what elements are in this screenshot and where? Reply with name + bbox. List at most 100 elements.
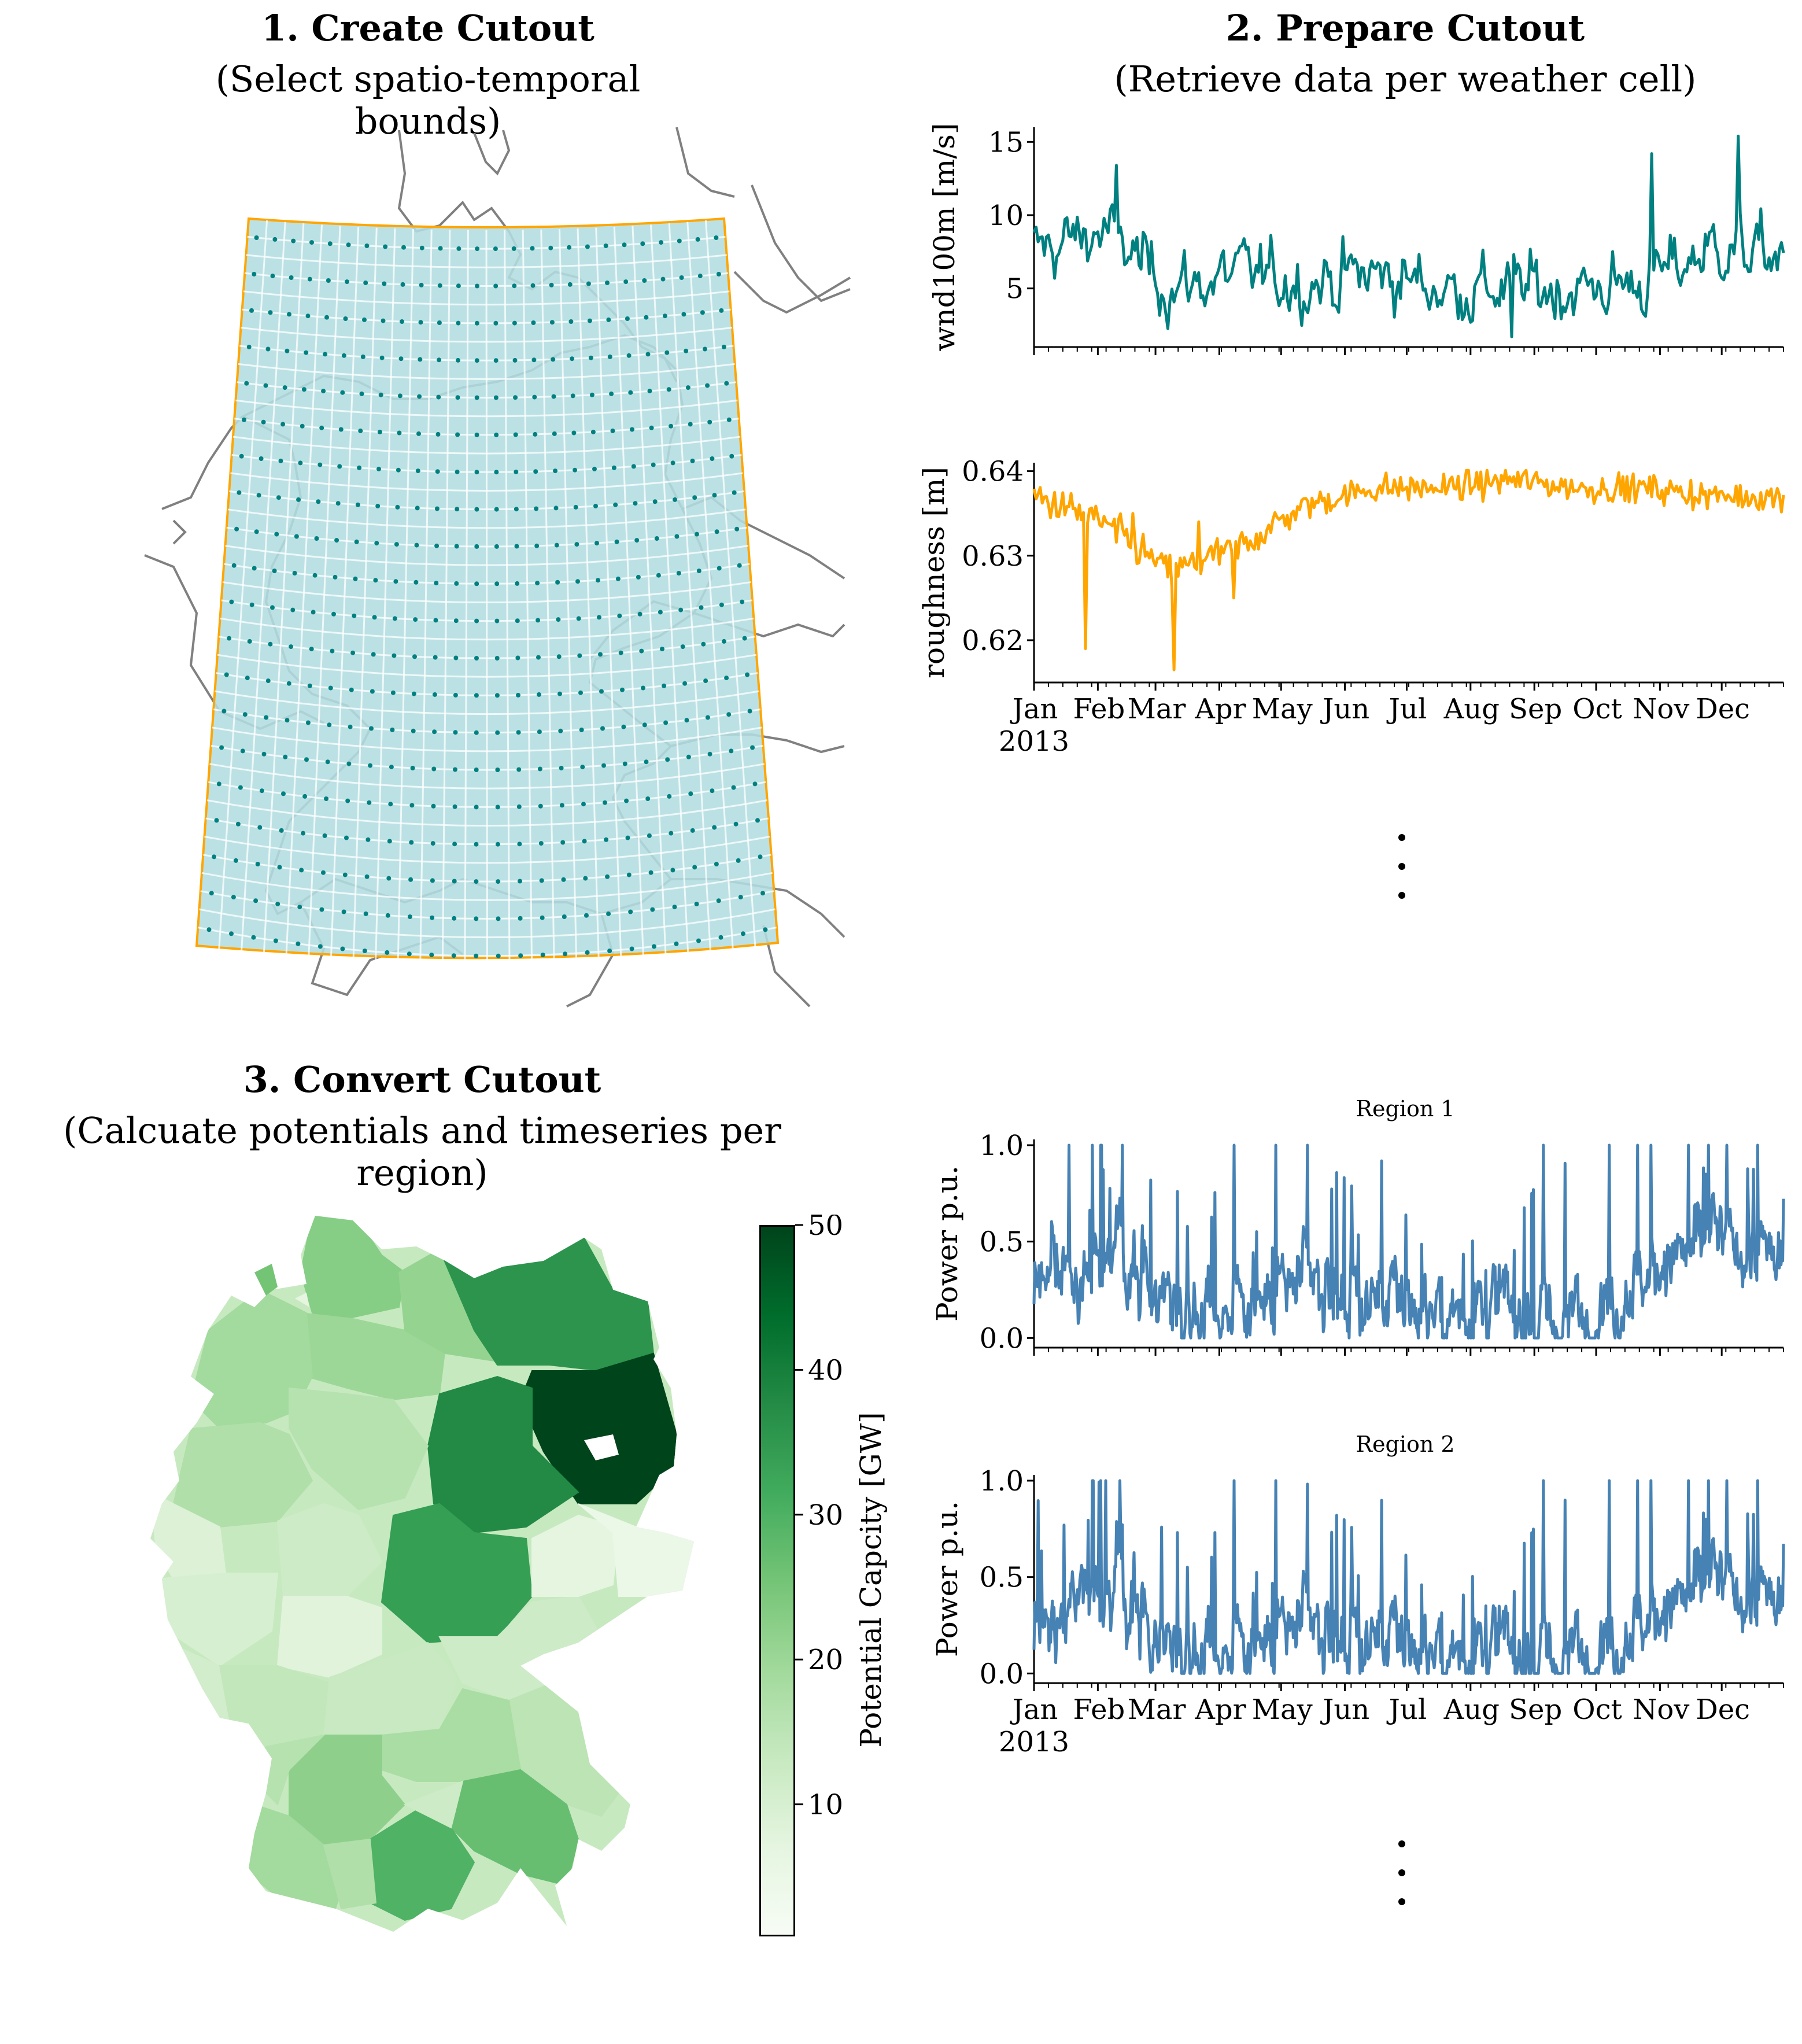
weather-cell-point bbox=[411, 728, 416, 733]
weather-cell-point bbox=[474, 805, 479, 810]
weather-cell-point bbox=[589, 392, 594, 397]
weather-cell-point bbox=[434, 581, 439, 586]
weather-cell-point bbox=[434, 506, 440, 511]
weather-cell-point bbox=[455, 432, 460, 437]
weather-cell-point bbox=[331, 611, 336, 617]
weather-cell-point bbox=[289, 644, 294, 650]
weather-cell-point bbox=[456, 357, 460, 363]
weather-cell-point bbox=[559, 766, 564, 770]
weather-cell-point bbox=[209, 891, 214, 896]
grid-line bbox=[231, 454, 742, 473]
weather-cell-point bbox=[660, 647, 664, 652]
y-tick-label: 0.62 bbox=[962, 625, 1024, 657]
weather-cell-point bbox=[549, 320, 555, 325]
weather-cell-point bbox=[397, 393, 403, 399]
grid-line bbox=[230, 472, 743, 492]
weather-cell-point bbox=[658, 610, 663, 615]
weather-cell-point bbox=[252, 566, 257, 571]
weather-cell-point bbox=[577, 653, 582, 658]
weather-cell-point bbox=[434, 543, 440, 548]
weather-cell-point bbox=[652, 499, 658, 504]
weather-cell-point bbox=[305, 720, 311, 725]
grid-line bbox=[220, 617, 754, 641]
grid-line bbox=[204, 836, 770, 864]
grid-line bbox=[246, 254, 727, 268]
weather-cell-point bbox=[270, 274, 275, 279]
weather-cell-point bbox=[697, 274, 703, 279]
grid-line bbox=[219, 636, 755, 659]
colorbar bbox=[759, 1225, 795, 1936]
weather-cell-point bbox=[272, 569, 277, 573]
weather-cell-point bbox=[603, 243, 608, 248]
weather-cell-points bbox=[206, 235, 768, 958]
weather-cell-point bbox=[296, 497, 301, 502]
weather-cell-point bbox=[670, 868, 675, 873]
weather-cell-point bbox=[242, 712, 248, 717]
weather-cell-point bbox=[251, 935, 256, 940]
weather-cell-point bbox=[346, 761, 352, 766]
weather-cell-point bbox=[596, 578, 600, 583]
weather-cell-point bbox=[229, 931, 234, 936]
weather-cell-point bbox=[734, 526, 740, 532]
weather-cell-point bbox=[299, 868, 304, 873]
weather-cell-point bbox=[276, 495, 281, 500]
weather-cell-point bbox=[387, 839, 392, 844]
region-polygon bbox=[427, 1375, 579, 1534]
weather-cell-point bbox=[456, 246, 461, 251]
weather-cell-point bbox=[601, 763, 606, 768]
weather-cell-point bbox=[312, 573, 317, 578]
weather-cell-point bbox=[741, 931, 745, 936]
weather-cell-point bbox=[354, 539, 359, 544]
weather-cell-point bbox=[686, 754, 691, 759]
weather-cell-point bbox=[540, 953, 545, 957]
weather-cell-point bbox=[695, 237, 700, 242]
weather-cell-point bbox=[717, 566, 722, 571]
weather-cell-point bbox=[590, 429, 596, 434]
weather-cell-point bbox=[328, 685, 333, 691]
weather-cell-point bbox=[381, 318, 386, 323]
weather-cell-point bbox=[588, 355, 593, 360]
weather-cell-point bbox=[274, 532, 279, 537]
weather-cell-point bbox=[432, 692, 437, 697]
weather-cell-point bbox=[688, 791, 693, 796]
weather-cell-point bbox=[417, 394, 422, 399]
weather-cell-point bbox=[535, 581, 540, 586]
weather-cell-point bbox=[647, 389, 652, 394]
weather-cell-point bbox=[649, 425, 654, 430]
potential-capacity-map bbox=[150, 1216, 694, 1932]
weather-cell-point bbox=[437, 283, 442, 288]
weather-cell-point bbox=[515, 618, 520, 623]
weather-cell-point bbox=[233, 858, 238, 863]
weather-cell-point bbox=[551, 357, 556, 362]
weather-cell-point bbox=[652, 944, 656, 949]
weather-cell-point bbox=[631, 464, 636, 469]
weather-cell-point bbox=[324, 315, 329, 320]
weather-cell-point bbox=[684, 718, 689, 723]
weather-cell-point bbox=[705, 383, 710, 388]
weather-cell-point bbox=[367, 800, 372, 805]
weather-cell-point bbox=[392, 616, 397, 621]
weather-cell-point bbox=[712, 493, 717, 498]
weather-cell-point bbox=[368, 763, 373, 768]
weather-cell-point bbox=[379, 355, 385, 360]
weather-cell-point bbox=[625, 835, 630, 840]
grid-line bbox=[224, 563, 750, 585]
weather-cell-point bbox=[532, 394, 537, 400]
weather-cell-point bbox=[249, 602, 254, 607]
weather-cell-point bbox=[611, 465, 616, 470]
weather-cell-point bbox=[662, 313, 667, 319]
weather-cell-point bbox=[568, 319, 574, 324]
x-tick-label: Jul bbox=[1386, 1694, 1427, 1726]
weather-cell-point bbox=[235, 821, 241, 827]
weather-cell-point bbox=[321, 389, 326, 394]
x-tick-label: Oct bbox=[1572, 693, 1622, 725]
weather-cell-point bbox=[763, 927, 768, 932]
weather-cell-point bbox=[629, 946, 634, 951]
x-tick-label: Sep bbox=[1509, 693, 1562, 725]
weather-cell-point bbox=[560, 840, 566, 845]
weather-cell-point bbox=[551, 394, 556, 399]
grid-line bbox=[203, 854, 771, 883]
weather-cell-point bbox=[341, 909, 346, 914]
weather-cell-point bbox=[516, 730, 521, 735]
weather-cell-point bbox=[580, 765, 585, 770]
